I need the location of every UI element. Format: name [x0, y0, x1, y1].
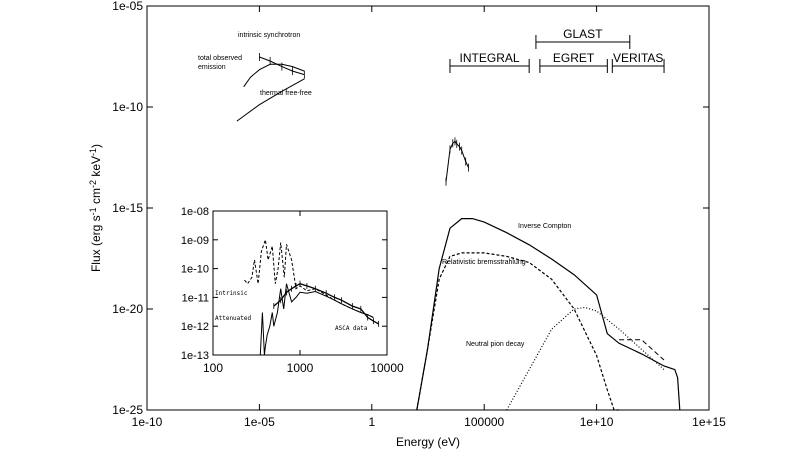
y-tick-label: 1e-15 — [112, 201, 143, 215]
x-tick-label: 1e+10 — [580, 415, 614, 429]
y-tick-label: 1e-05 — [112, 0, 143, 13]
series-total-observed-emission — [243, 63, 305, 88]
inset-series-attenuated — [259, 283, 374, 356]
x-tick-label: 100000 — [464, 415, 504, 429]
inset-annotation-label: Attenuated — [215, 315, 252, 322]
y-axis-title: Flux (erg s-1 cm-2 keV-1) — [88, 144, 103, 272]
instrument-label: EGRET — [553, 51, 595, 65]
instrument-label: INTEGRAL — [460, 51, 520, 65]
inset-x-tick-label: 100 — [203, 361, 223, 375]
x-tick-label: 1e-10 — [132, 415, 163, 429]
y-tick-label: 1e-10 — [112, 100, 143, 114]
inset-annotation-label: Intrinsic — [215, 290, 248, 297]
annotation-label: Inverse Compton — [518, 223, 571, 230]
x-axis-title: Energy (eV) — [396, 435, 460, 449]
inset-annotation-label: ASCA data — [335, 325, 368, 332]
annotation-label: intrinsic synchrotron — [238, 32, 300, 39]
main-plot: 1e-10 1e-05 1 100000 1e+10 1e+151e-051e-101e-… — [88, 0, 726, 449]
annotation-label: total observed emission — [198, 55, 242, 71]
annotation-label: Relativistic bremsstrahlung — [442, 259, 526, 266]
inset-y-tick-label: 1e-13 — [181, 350, 209, 362]
inset-y-tick-label: 1e-08 — [181, 206, 209, 218]
inset-y-tick-label: 1e-12 — [181, 321, 209, 333]
y-tick-label: 1e-25 — [112, 403, 143, 417]
x-tick-label: 1e+15 — [692, 415, 726, 429]
instrument-glast: GLAST — [535, 27, 631, 49]
inset-y-tick-label: 1e-10 — [181, 264, 209, 276]
instrument-egret: EGRET — [539, 51, 608, 73]
instrument-integral: INTEGRAL — [449, 51, 530, 73]
annotation-label: Neutral pion decay — [466, 341, 525, 348]
inset-y-tick-label: 1e-09 — [181, 235, 209, 247]
series-inverse-compton — [416, 218, 681, 411]
series-x-ray-data — [445, 140, 469, 182]
instrument-veritas: VERITAS — [611, 51, 665, 73]
x-tick-label: 1e-05 — [244, 415, 275, 429]
instrument-label: VERITAS — [613, 51, 663, 65]
series-neutral-pion-decay — [506, 306, 665, 411]
inset-plot: 100 1000 10000 1e-08 1e-09 1e-10 1e-11 1e-12 1e-… — [170, 203, 405, 378]
x-tick-label: 1 — [368, 415, 375, 429]
annotation-label: thermal free-free — [260, 90, 312, 97]
series-relativistic-bremsstrahlung — [416, 252, 620, 411]
inset-series-asca-data — [273, 282, 379, 325]
inset-x-tick-label: 1000 — [287, 361, 314, 375]
series-gamma-ray-tail — [619, 339, 665, 361]
inset-y-tick-label: 1e-11 — [182, 292, 209, 304]
series-thermal-free-free — [236, 78, 305, 122]
inset-x-tick-label: 10000 — [370, 361, 404, 375]
y-tick-label: 1e-20 — [112, 302, 143, 316]
instrument-label: GLAST — [563, 27, 603, 41]
